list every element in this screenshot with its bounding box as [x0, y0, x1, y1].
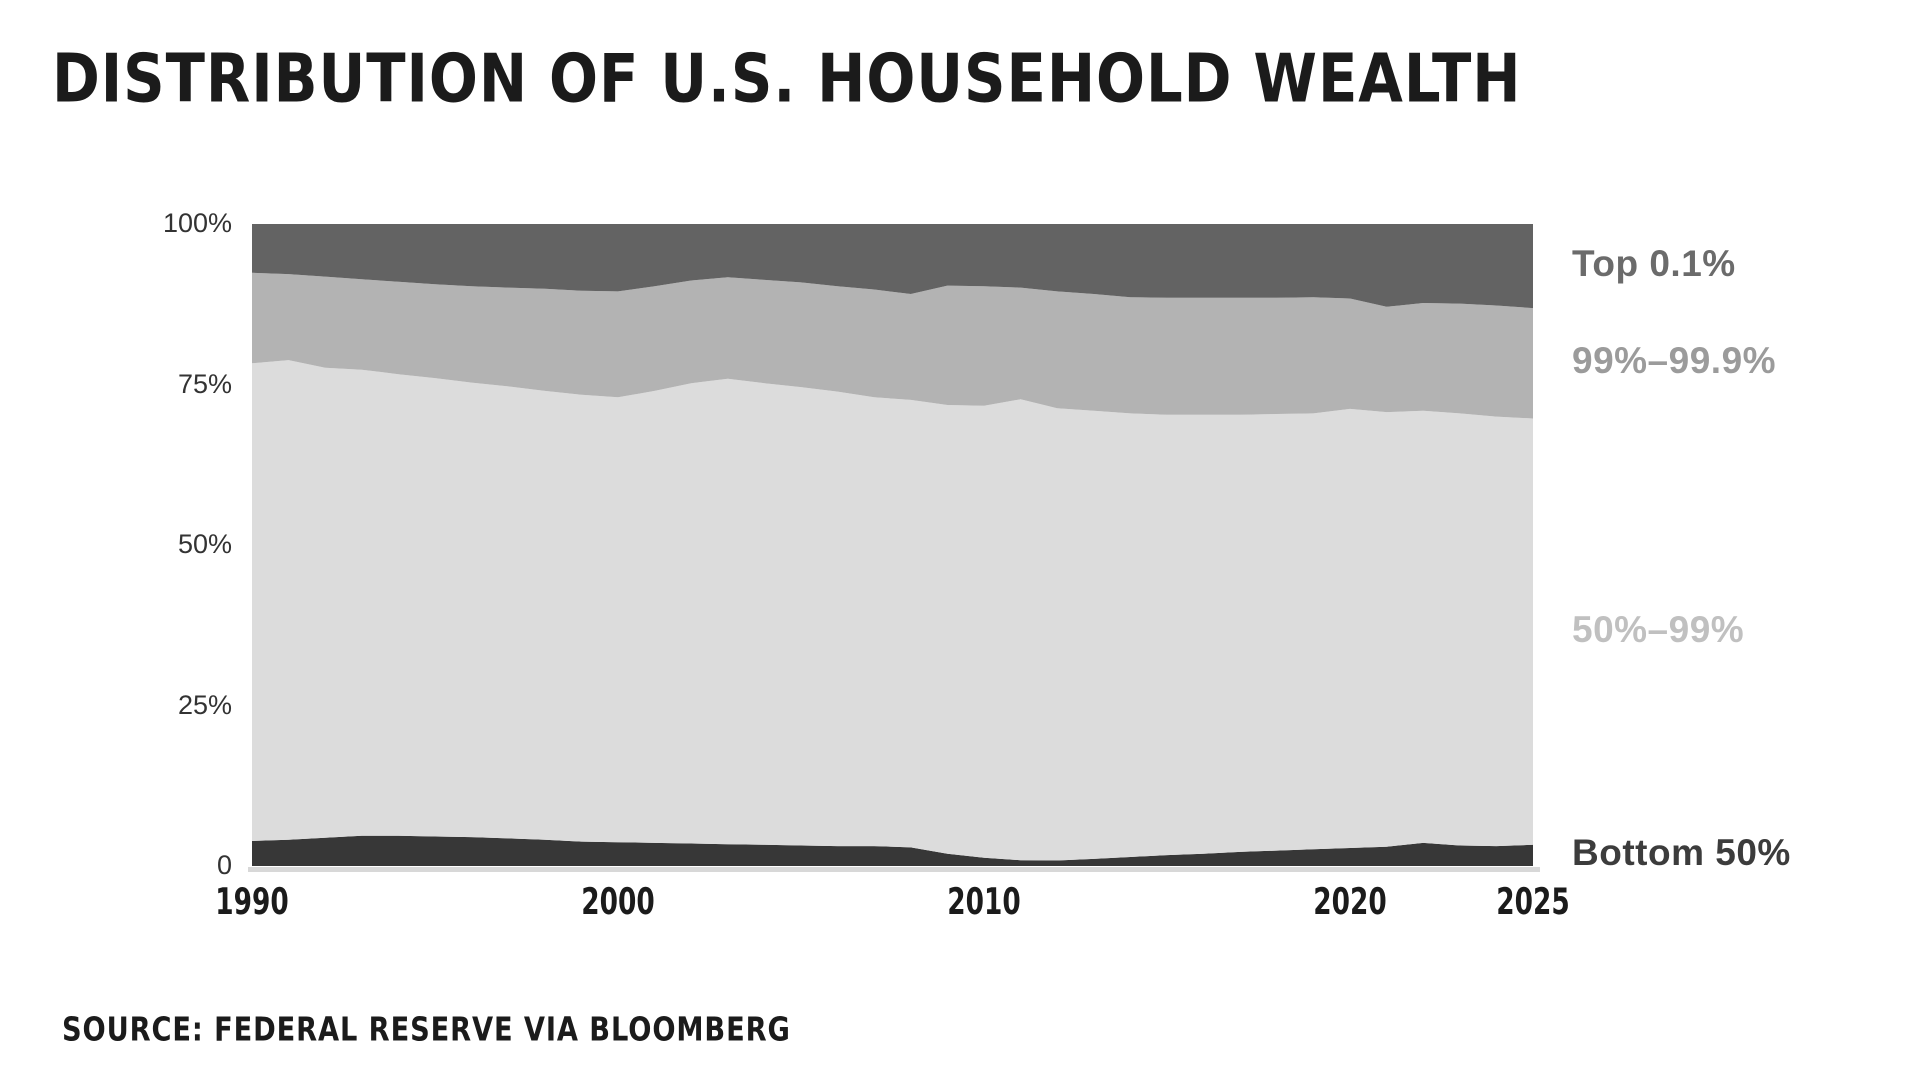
- plot-area: [252, 224, 1533, 866]
- x-tick-label: 2020: [1313, 880, 1387, 923]
- x-tick-1990: 1990: [206, 880, 298, 923]
- area-50-99: [252, 360, 1533, 861]
- x-tick-2025: 2025: [1487, 880, 1579, 923]
- chart-title-text: DISTRIBUTION OF U.S. HOUSEHOLD WEALTH: [52, 39, 1522, 118]
- x-tick-label: 1990: [215, 880, 289, 923]
- legend-label-99-99-9: 99%–99.9%: [1572, 340, 1777, 382]
- y-tick-50: 50%: [177, 529, 232, 559]
- area-bottom-50: [252, 835, 1533, 866]
- source-note-text: SOURCE: FEDERAL RESERVE VIA BLOOMBERG: [62, 1011, 791, 1049]
- x-tick-label: 2000: [581, 880, 655, 923]
- area-top-0-1: [252, 224, 1533, 309]
- area-99-99-9: [252, 272, 1533, 419]
- x-tick-2020: 2020: [1304, 880, 1396, 923]
- y-tick-0: 0: [216, 850, 232, 880]
- x-tick-2000: 2000: [572, 880, 664, 923]
- y-tick-75: 75%: [177, 368, 232, 399]
- x-tick-label: 2010: [947, 880, 1021, 923]
- x-tick-2010: 2010: [938, 880, 1030, 923]
- chart-title: DISTRIBUTION OF U.S. HOUSEHOLD WEALTH: [52, 39, 1632, 118]
- legend-label-50-99: 50%–99%: [1572, 608, 1745, 650]
- legend-label-bottom-50: Bottom 50%: [1572, 832, 1791, 874]
- x-axis-line: [248, 867, 1540, 872]
- y-tick-100: 100%: [162, 208, 232, 238]
- x-tick-label: 2025: [1496, 880, 1570, 923]
- stacked-area-svg: [252, 224, 1533, 866]
- y-tick-25: 25%: [177, 689, 232, 720]
- source-note: SOURCE: FEDERAL RESERVE VIA BLOOMBERG: [62, 1011, 890, 1049]
- legend-label-top-0-1: Top 0.1%: [1572, 243, 1736, 285]
